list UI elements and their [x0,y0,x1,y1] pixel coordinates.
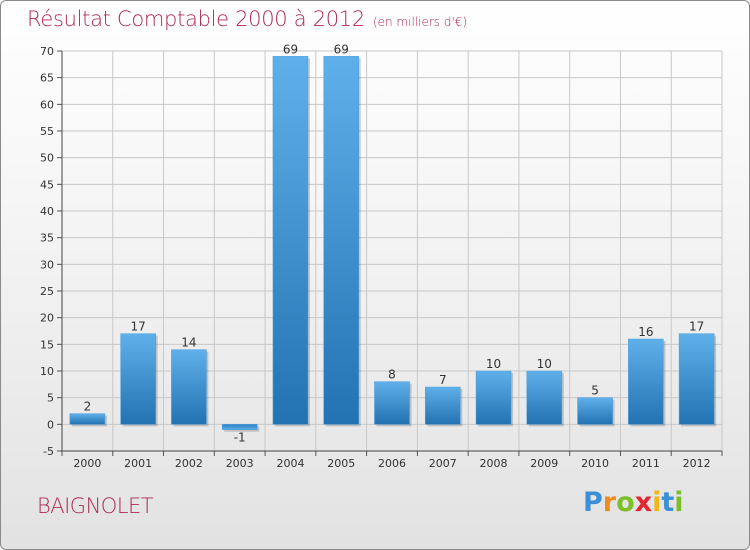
x-tick-label: 2009 [530,457,558,470]
value-label-2000: 2 [84,400,92,414]
bar-2003 [221,424,258,430]
value-label-2001: 17 [131,320,146,334]
y-tick-label: 40 [40,205,54,218]
x-tick-label: 2010 [581,457,609,470]
logo-letter: i [674,487,684,518]
bar-2009 [526,370,563,425]
y-tick-label: 45 [40,178,54,191]
value-label-2005: 69 [334,42,349,56]
logo-letter: t [661,487,675,518]
value-label-2011: 16 [638,325,653,339]
value-label-2002: 14 [181,336,196,350]
value-label-2012: 17 [689,320,704,334]
value-label-2007: 7 [439,373,447,387]
x-tick-label: 2011 [632,457,660,470]
y-tick-label: 50 [40,152,54,165]
y-tick-label: 20 [40,312,54,325]
chart-title-text: Résultat Comptable 2000 à 2012 [27,7,365,31]
commune-name: BAIGNOLET [37,494,154,518]
y-tick-label: 30 [40,258,54,271]
logo-letter: P [583,487,603,518]
value-label-2010: 5 [591,384,599,398]
bar-2005 [323,56,359,425]
x-tick-label: 2000 [73,457,101,470]
label-layer: 2 17 14 -1 69 69 8 7 10 10 5 16 17 [84,42,705,444]
y-tick-label: 60 [40,98,54,111]
logo-letter: i [652,487,662,518]
y-tick-label: 55 [40,125,54,138]
bar-layer [69,56,717,432]
value-label-2009: 10 [537,357,552,371]
value-label-2004: 69 [283,42,298,56]
bar-2002 [171,349,207,425]
proxiti-logo: Proxiti [583,487,684,518]
y-tick-label: 70 [40,45,54,58]
y-tick-label: 65 [40,72,54,85]
logo-letter: r [602,487,617,518]
value-label-2008: 10 [486,357,501,371]
x-tick-label: 2001 [124,457,152,470]
x-tick-label: 2002 [175,457,203,470]
x-tick-label: 2004 [276,457,304,470]
x-tick-label: 2008 [480,457,508,470]
bar-2007 [425,386,461,425]
bar-2011 [628,338,664,425]
logo-letter: o [616,487,635,518]
y-tick-label: 35 [40,232,54,245]
bar-2008 [475,370,512,425]
x-tick-label: 2003 [226,457,254,470]
y-tick-label: 0 [47,418,54,431]
chart-subtitle: (en milliers d'€) [372,15,468,29]
x-tick-label: 2006 [378,457,406,470]
bar-2006 [374,381,410,425]
x-tick-label: 2005 [327,457,355,470]
bar-2004 [272,56,309,425]
logo-letter: x [634,487,653,518]
y-tick-label: 10 [40,365,54,378]
y-tick-label: 15 [40,338,54,351]
y-tick-label: 5 [47,392,54,405]
x-tick-label: 2012 [683,457,711,470]
bar-2001 [120,333,156,425]
y-tick-label: 25 [40,285,54,298]
value-label-2006: 8 [388,368,396,382]
bar-2000 [69,413,106,425]
value-label-2003: -1 [234,431,246,445]
bar-2012 [678,333,715,425]
bar-2010 [577,397,613,425]
x-tick-label: 2007 [429,457,457,470]
chart-title: Résultat Comptable 2000 à 2012 (en millie… [27,7,467,31]
y-tick-label: -5 [43,445,54,458]
